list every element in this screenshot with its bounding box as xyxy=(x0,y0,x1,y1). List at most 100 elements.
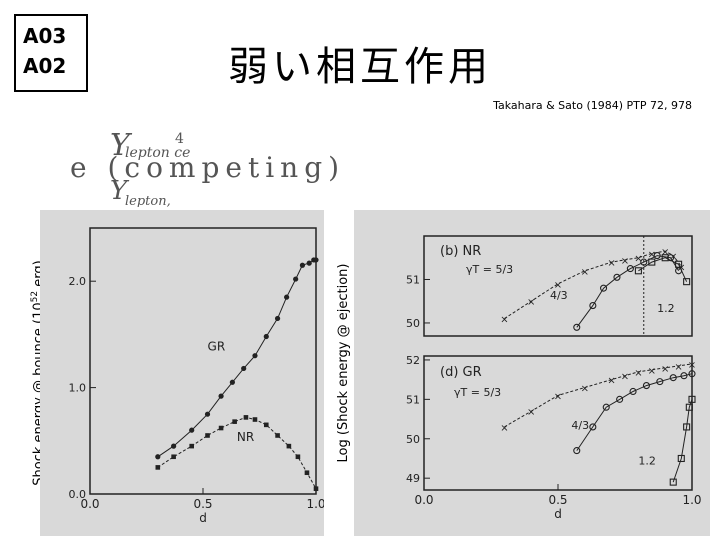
left-point-0 xyxy=(204,411,211,417)
right-b-point-0: × xyxy=(677,262,685,273)
right-d-point-1 xyxy=(669,374,677,382)
right-b-ytick-label-1: 51 xyxy=(406,273,420,286)
right-d-panel-title: (d) GR xyxy=(440,365,482,380)
left-xtick-label-2: 1.0 xyxy=(306,497,324,511)
right-b-series-line-2 xyxy=(638,257,688,282)
right-b-point-0: × xyxy=(500,315,508,326)
right-b-panel-title: (b) NR xyxy=(440,244,481,259)
right-d-annot-1: 4/3 xyxy=(571,419,589,432)
left-point-0 xyxy=(218,393,224,399)
right-d-point-1 xyxy=(616,395,624,403)
left-xtick-label-1: 0.5 xyxy=(193,497,212,511)
right-b-point-0: × xyxy=(581,267,589,278)
right-b-point-0: × xyxy=(621,256,629,267)
right-b-point-1 xyxy=(589,302,597,310)
left-x-axis-label: d xyxy=(199,511,207,525)
left-chart: 0.0 1.0 2.0 0.0 0.5 1.0 d GR NR xyxy=(40,210,324,536)
left-point-1 xyxy=(155,465,161,470)
section-label-box: A03 A02 xyxy=(14,14,88,92)
right-b-point-0: × xyxy=(527,297,535,308)
section-label-a02: A02 xyxy=(23,54,67,78)
right-d-point-1 xyxy=(680,372,688,380)
right-d-point-2 xyxy=(683,423,691,431)
scan-title-sup: 4 xyxy=(175,131,184,147)
right-b-point-2 xyxy=(634,267,642,275)
right-b-point-0: × xyxy=(607,258,615,269)
right-d-point-1 xyxy=(573,447,581,455)
left-ytick-label-1: 1.0 xyxy=(69,382,87,395)
right-y-axis-label: Log (Shock energy @ ejection) xyxy=(336,263,351,463)
right-b-point-1 xyxy=(573,323,581,331)
left-series-line-0 xyxy=(157,259,316,458)
right-d-point-0: × xyxy=(688,360,696,371)
right-b-annot-2: 1.2 xyxy=(657,302,675,315)
left-point-0 xyxy=(155,454,161,460)
right-b-ytick-label-0: 50 xyxy=(406,317,420,330)
scanned-title-image: Y lepton ce 4 e (competing) Y lepton, xyxy=(70,128,339,207)
right-d-point-1 xyxy=(589,423,597,431)
right-d-point-0: × xyxy=(527,407,535,418)
right-d-ytick-label-1: 50 xyxy=(406,433,420,446)
right-d-series-line-1 xyxy=(576,373,693,451)
section-label-a03: A03 xyxy=(23,24,67,48)
right-b-annot-0: γT = 5/3 xyxy=(466,263,513,276)
right-d-point-0: × xyxy=(607,376,615,387)
right-chart: 50 51 × × × × × × × × × × × (b) NR γT = 5/3 4/3 1.2 49 50 5… xyxy=(354,210,710,536)
left-point-1 xyxy=(304,470,310,476)
left-point-0 xyxy=(274,315,281,322)
right-d-annot-0: γT = 5/3 xyxy=(454,386,501,399)
right-d-point-1 xyxy=(629,387,637,396)
right-d-point-0: × xyxy=(581,384,589,395)
right-b-plot-frame xyxy=(423,235,693,337)
right-d-point-2 xyxy=(688,395,696,403)
left-point-1 xyxy=(232,419,237,424)
slide-title: 弱い相互作用 xyxy=(228,44,492,90)
left-point-0 xyxy=(171,443,177,449)
right-b-point-1 xyxy=(613,273,621,281)
left-point-1 xyxy=(243,415,249,420)
right-d-point-2 xyxy=(685,403,693,411)
left-point-1 xyxy=(218,425,224,431)
left-point-0 xyxy=(306,260,312,266)
left-xtick-label-0: 0.0 xyxy=(80,497,99,511)
right-d-point-2 xyxy=(669,478,677,486)
left-point-0 xyxy=(229,379,235,385)
left-series-label-nr: NR xyxy=(237,430,254,444)
left-point-0 xyxy=(299,262,306,268)
left-paper-background xyxy=(40,210,324,536)
left-point-0 xyxy=(313,257,319,263)
right-b-series-line-0 xyxy=(504,250,682,320)
left-point-0 xyxy=(252,353,258,359)
right-b-point-0: × xyxy=(554,280,562,291)
scan-title-line1: Y xyxy=(110,128,133,163)
right-b-point-2 xyxy=(675,260,683,268)
left-point-1 xyxy=(171,454,176,460)
right-b-point-1 xyxy=(626,265,634,273)
scan-title-line3: Y xyxy=(110,176,130,206)
right-b-point-2 xyxy=(648,258,656,266)
right-d-point-1 xyxy=(602,403,610,411)
right-d-point-1 xyxy=(642,382,650,390)
left-chart-panel: Shock energy @ bounce (1052 erg) 0.0 1.0 2… xyxy=(20,210,324,536)
right-b-point-2 xyxy=(683,278,691,286)
right-b-annot-1: 4/3 xyxy=(550,289,568,302)
right-d-series-line-0 xyxy=(504,363,693,428)
left-point-1 xyxy=(313,486,319,491)
right-d-point-0: × xyxy=(500,423,508,434)
scan-title-line1-small: lepton ce xyxy=(125,145,190,161)
right-b-point-0: × xyxy=(648,249,656,260)
right-d-point-2 xyxy=(677,454,685,463)
left-point-0 xyxy=(293,276,299,282)
left-point-0 xyxy=(241,365,247,372)
left-point-1 xyxy=(286,443,292,449)
right-d-point-0: × xyxy=(661,364,669,375)
left-point-1 xyxy=(295,454,301,460)
right-chart-panel: Log (Shock energy @ ejection) 50 51 × × × × × ×… xyxy=(334,210,710,536)
right-d-point-1 xyxy=(656,378,664,386)
left-point-0 xyxy=(189,427,195,433)
right-d-point-1 xyxy=(688,370,696,378)
scan-title-line3-small: lepton, xyxy=(125,194,171,207)
right-d-xtick-label-2: 1.0 xyxy=(682,493,701,507)
right-d-point-0: × xyxy=(634,368,642,379)
right-b-point-2 xyxy=(661,254,669,262)
